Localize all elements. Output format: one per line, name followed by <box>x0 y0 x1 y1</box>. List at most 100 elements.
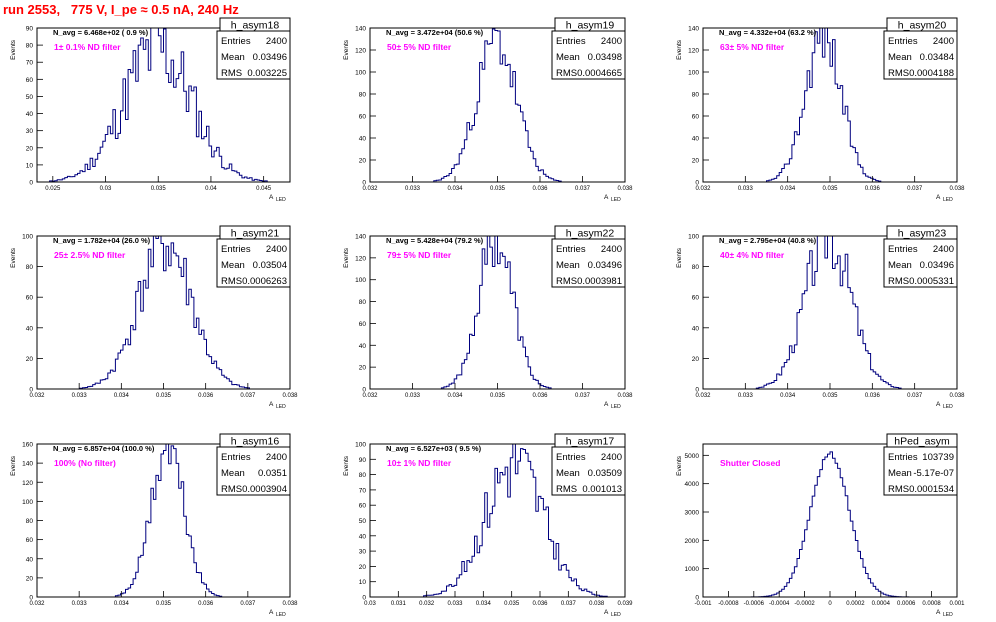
stats-label: Entries <box>556 452 586 463</box>
y-tick-label: 40 <box>692 325 700 332</box>
stats-value: 0.0004665 <box>577 68 622 79</box>
stats-label: RMS <box>888 68 909 79</box>
histogram-name: h_asym22 <box>566 228 615 240</box>
x-tick-label: 0.038 <box>617 186 633 192</box>
stats-label: RMS <box>221 276 242 287</box>
filter-label: 79± 5% ND filter <box>387 250 452 260</box>
x-tick-label: 0 <box>828 601 832 607</box>
stats-label: Mean <box>221 260 245 271</box>
x-tick-label: 0.034 <box>447 393 463 399</box>
y-tick-label: 0 <box>29 180 33 187</box>
y-tick-label: 70 <box>359 487 367 494</box>
x-tick-label: 0.034 <box>114 393 130 399</box>
y-tick-label: 40 <box>359 533 367 540</box>
navg-label: N_avg = 6.527e+03 ( 9.5 %) <box>386 444 482 453</box>
x-tick-label: 0.032 <box>362 186 378 192</box>
y-tick-label: 80 <box>359 299 367 306</box>
stats-box <box>551 30 626 80</box>
x-tick-label: 0.04 <box>205 186 217 192</box>
stats-value: -5.17e-07 <box>913 468 954 479</box>
x-axis-label: A <box>269 609 274 616</box>
y-tick-label: 1000 <box>685 566 700 573</box>
navg-label: N_avg = 4.332e+04 (63.2 %) <box>719 28 817 37</box>
x-axis-label: A <box>936 194 941 201</box>
stats-value: 0.03498 <box>588 52 622 63</box>
y-tick-label: 30 <box>26 128 34 135</box>
histogram-panel-h_asym20: 0 20 40 60 80 100 120 140 0.032 0.033 0.034 0.035 0.… <box>676 17 965 203</box>
x-tick-label: 0.036 <box>198 393 214 399</box>
y-tick-label: 80 <box>359 92 367 99</box>
stats-label: Mean <box>556 52 580 63</box>
navg-label: N_avg = 6.468e+02 ( 0.9 %) <box>53 28 149 37</box>
histogram-panel-h_asym19: 0 20 40 60 80 100 120 140 0.032 0.033 0.034 0.035 0.… <box>343 17 633 203</box>
y-tick-label: 0 <box>695 180 699 187</box>
x-tick-label: 0.038 <box>282 601 298 607</box>
x-tick-label: 0.037 <box>240 393 256 399</box>
y-tick-label: 30 <box>359 549 367 556</box>
x-tick-label: 0.031 <box>391 601 407 607</box>
x-tick-label: 0.037 <box>575 186 591 192</box>
histogram-name: h_asym21 <box>231 228 280 240</box>
stats-value: 2400 <box>601 452 622 463</box>
y-tick-label: 0 <box>362 595 366 602</box>
y-tick-label: 4000 <box>685 481 700 488</box>
filter-label: 63± 5% ND filter <box>720 42 785 52</box>
y-tick-label: 40 <box>692 136 700 143</box>
x-tick-label: -0.0004 <box>769 601 790 607</box>
x-tick-label: 0.034 <box>114 601 130 607</box>
navg-label: N_avg = 1.782e+04 (26.0 %) <box>53 236 151 245</box>
stats-label: Entries <box>221 244 251 255</box>
x-axis-label: A <box>936 401 941 408</box>
x-tick-label: 0.036 <box>532 601 548 607</box>
x-axis-label: A <box>604 609 609 616</box>
stats-label: RMS <box>221 68 242 79</box>
x-tick-label: 0.03 <box>364 601 376 607</box>
histogram-name: h_asym18 <box>231 20 280 32</box>
histogram-name: h_asym20 <box>898 20 947 32</box>
y-tick-label: 90 <box>26 26 34 33</box>
stats-box <box>551 446 626 496</box>
x-axis-label-sub: LED <box>276 612 286 618</box>
x-tick-label: 0.032 <box>419 601 435 607</box>
y-axis-label: Events <box>343 39 350 60</box>
stats-value: 0.03496 <box>253 52 287 63</box>
x-axis-label-sub: LED <box>276 197 286 203</box>
x-tick-label: 0.0008 <box>922 601 941 607</box>
y-axis-label: Events <box>676 455 683 476</box>
y-tick-label: 70 <box>26 60 34 67</box>
x-tick-label: 0.035 <box>156 393 172 399</box>
histogram-panel-h_asym18: 0 10 20 30 40 50 60 70 80 90 0.025 0.03 0.035 0.04 0.0… <box>10 17 291 203</box>
stats-value: 0.03484 <box>920 52 954 63</box>
x-tick-label: 0.032 <box>29 601 45 607</box>
y-axis-label: Events <box>676 39 683 60</box>
x-tick-label: 0.037 <box>575 393 591 399</box>
y-tick-label: 60 <box>692 295 700 302</box>
y-tick-label: 140 <box>22 461 33 468</box>
y-tick-label: 0 <box>29 387 33 394</box>
x-tick-label: 0.036 <box>198 601 214 607</box>
x-tick-label: 0.045 <box>256 186 272 192</box>
stats-value: 0.0351 <box>258 468 287 479</box>
x-tick-label: 0.033 <box>447 601 463 607</box>
stats-label: RMS <box>888 484 909 495</box>
x-tick-label: 0.037 <box>561 601 577 607</box>
x-tick-label: 0.034 <box>780 186 796 192</box>
x-tick-label: 0.0002 <box>846 601 865 607</box>
stats-value: 0.03504 <box>253 260 287 271</box>
stats-value: 2400 <box>266 452 287 463</box>
stats-label: Mean <box>556 468 580 479</box>
filter-label: 1± 0.1% ND filter <box>54 42 121 52</box>
x-tick-label: -0.001 <box>694 601 712 607</box>
y-tick-label: 60 <box>26 295 34 302</box>
y-tick-label: 90 <box>359 457 367 464</box>
y-tick-label: 20 <box>26 575 34 582</box>
y-tick-label: 60 <box>359 114 367 121</box>
y-tick-label: 40 <box>26 325 34 332</box>
stats-label: RMS <box>556 484 577 495</box>
y-tick-label: 20 <box>26 356 34 363</box>
y-tick-label: 140 <box>355 26 366 33</box>
x-axis-label-sub: LED <box>611 404 621 410</box>
y-tick-label: 0 <box>695 387 699 394</box>
navg-label: N_avg = 2.795e+04 (40.8 %) <box>719 236 817 245</box>
stats-value: 0.0004188 <box>909 68 954 79</box>
